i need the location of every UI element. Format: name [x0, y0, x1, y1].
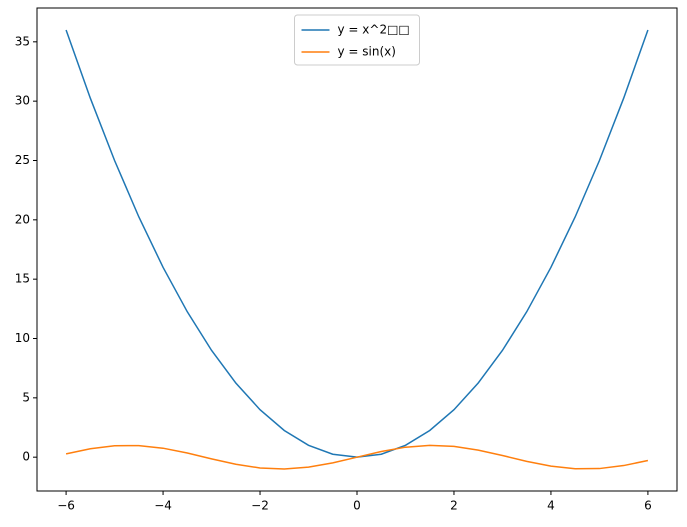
- y-tick-label: 5: [22, 390, 30, 404]
- legend-label: y = x^2□□: [338, 23, 410, 37]
- line-series: [65, 444, 649, 470]
- x-tick-label: 6: [644, 499, 652, 513]
- x-tick-label: 2: [450, 499, 458, 513]
- x-tick-label: −6: [57, 499, 75, 513]
- legend-label: y = sin(x): [338, 45, 396, 59]
- x-tick-label: 0: [353, 499, 361, 513]
- y-tick-label: 35: [15, 34, 30, 48]
- y-tick-label: 20: [15, 212, 30, 226]
- line-series: [65, 29, 649, 458]
- y-tick-label: 0: [22, 450, 30, 464]
- y-tick-label: 15: [15, 272, 30, 286]
- y-tick-label: 30: [15, 94, 30, 108]
- y-tick-label: 25: [15, 153, 30, 167]
- x-tick-label: −2: [251, 499, 269, 513]
- x-tick-label: 4: [547, 499, 555, 513]
- x-tick-label: −4: [154, 499, 172, 513]
- plot-frame: [36, 7, 678, 492]
- y-tick-label: 10: [15, 331, 30, 345]
